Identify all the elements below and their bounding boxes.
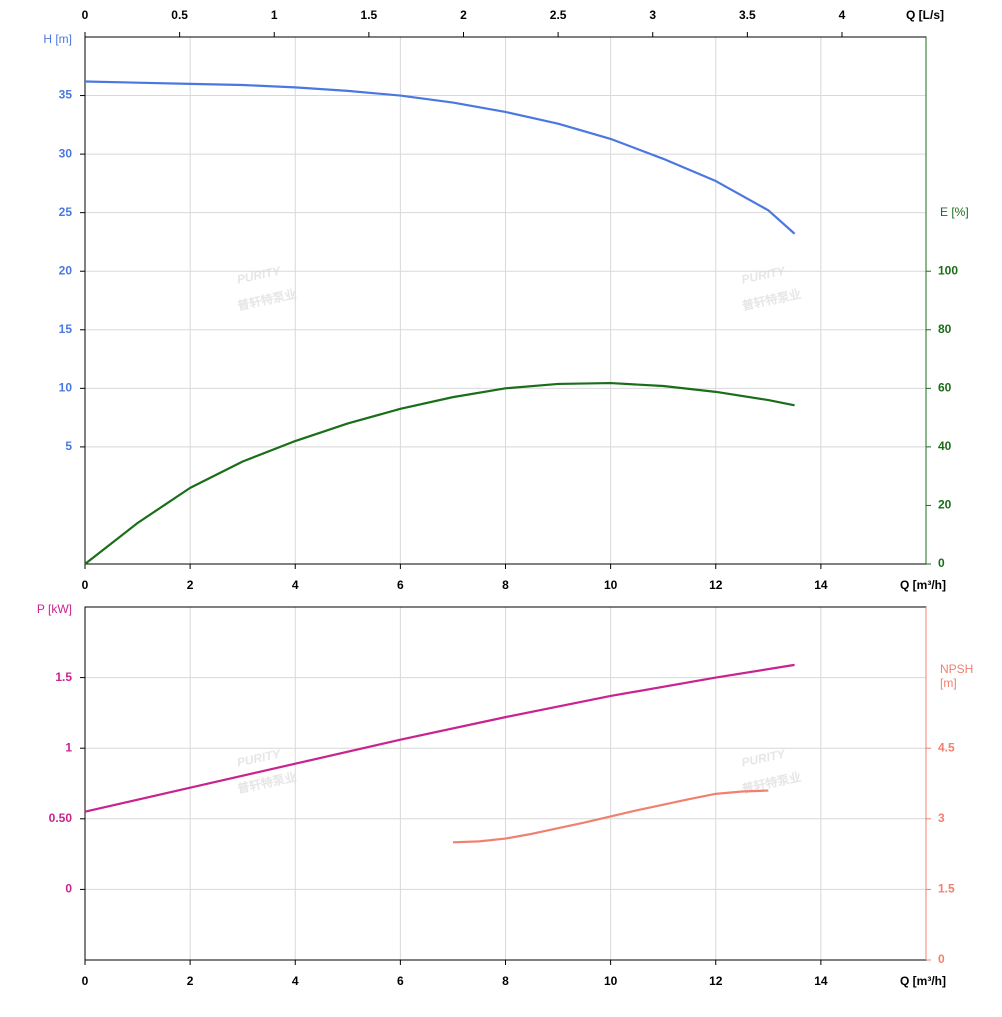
y-tick-label: 0 (65, 882, 72, 896)
y2-tick-label: 60 (938, 381, 952, 395)
y-tick-label: 35 (59, 88, 73, 102)
x2-tick-label: 0.5 (171, 8, 188, 22)
y-tick-label: 30 (59, 146, 73, 160)
y2-tick-label: 0 (938, 952, 945, 966)
x-tick-label: 4 (292, 578, 299, 592)
y2-tick-label: 0 (938, 556, 945, 570)
curve (84, 381, 795, 565)
x-tick-label: 12 (709, 974, 723, 988)
y2-axis-label: NPSH [m] (940, 662, 974, 690)
x-tick-label: 4 (292, 974, 299, 988)
watermark: PURITY (740, 263, 787, 286)
y2-tick-label: 4.5 (938, 740, 955, 754)
y2-tick-label: 40 (938, 439, 952, 453)
watermark: 普轩特泵业 (236, 769, 298, 796)
x-tick-label: 0 (82, 974, 89, 988)
x2-tick-label: 1 (271, 8, 278, 22)
watermark: 普轩特泵业 (741, 286, 803, 313)
x2-tick-label: 3 (649, 8, 656, 22)
x-tick-label: 6 (397, 578, 404, 592)
y-axis-label: H [m] (43, 32, 72, 46)
y-tick-label: 15 (59, 322, 73, 336)
x2-tick-label: 1.5 (361, 8, 378, 22)
x-tick-label: 8 (502, 974, 509, 988)
watermark: 普轩特泵业 (236, 286, 298, 313)
y-tick-label: 10 (59, 381, 73, 395)
y2-tick-label: 20 (938, 498, 952, 512)
x2-tick-label: 0 (82, 8, 89, 22)
x2-tick-label: 2.5 (550, 8, 567, 22)
x2-axis-label: Q [L/s] (906, 8, 944, 22)
y-tick-label: 1 (65, 740, 72, 754)
y-tick-label: 5 (65, 439, 72, 453)
y2-tick-label: 1.5 (938, 882, 955, 896)
x-tick-label: 14 (814, 974, 828, 988)
y2-tick-label: 100 (938, 263, 958, 277)
y-tick-label: 1.5 (55, 670, 72, 684)
curve (84, 663, 795, 813)
x-axis-label: Q [m³/h] (900, 578, 946, 592)
y2-tick-label: 3 (938, 811, 945, 825)
x-tick-label: 12 (709, 578, 723, 592)
y-tick-label: 0.50 (49, 811, 73, 825)
x-tick-label: 6 (397, 974, 404, 988)
x-tick-label: 2 (187, 578, 194, 592)
curve (84, 80, 796, 235)
y-axis-label: P [kW] (37, 602, 72, 616)
x-tick-label: 2 (187, 974, 194, 988)
y2-axis-label: E [%] (940, 205, 969, 219)
x-tick-label: 14 (814, 578, 828, 592)
y2-tick-label: 80 (938, 322, 952, 336)
x-tick-label: 10 (604, 974, 618, 988)
watermark: PURITY (740, 746, 787, 769)
y-tick-label: 25 (59, 205, 73, 219)
x2-tick-label: 3.5 (739, 8, 756, 22)
x-tick-label: 10 (604, 578, 618, 592)
watermark: PURITY (236, 746, 283, 769)
y-tick-label: 20 (59, 263, 73, 277)
x2-tick-label: 4 (839, 8, 846, 22)
x-tick-label: 0 (82, 578, 89, 592)
x-axis-label: Q [m³/h] (900, 974, 946, 988)
curve (452, 789, 769, 844)
x-tick-label: 8 (502, 578, 509, 592)
x2-tick-label: 2 (460, 8, 467, 22)
watermark: PURITY (236, 263, 283, 286)
